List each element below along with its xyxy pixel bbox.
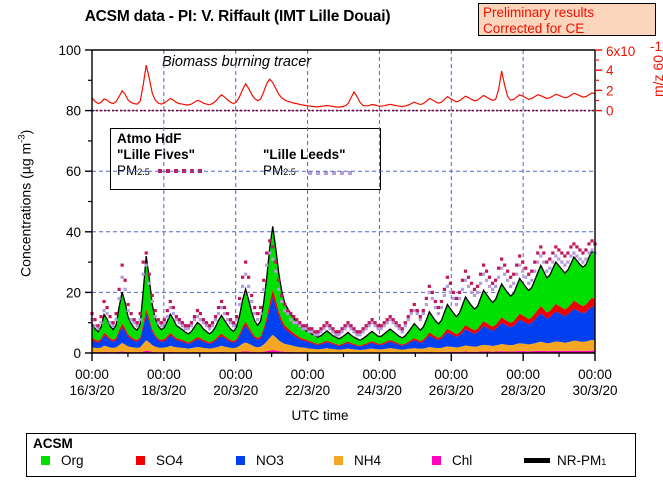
preliminary-results-box: Preliminary results Corrected for CE bbox=[478, 3, 656, 36]
acsm-legend-item-no3: NO3 bbox=[236, 453, 334, 468]
x-tick-time-7: 00:00 bbox=[578, 367, 612, 382]
acsm-legend-item-chl: Chl bbox=[432, 453, 524, 468]
y-tick-0: 0 bbox=[73, 346, 81, 361]
x-tick-date-2: 20/3/20 bbox=[213, 383, 258, 398]
right-axis-label: m/z 60 bbox=[650, 55, 663, 98]
acsm-swatch-nr-pm bbox=[524, 458, 550, 463]
prelim-line-1: Preliminary results bbox=[483, 5, 595, 20]
legend-pm25-leeds-label: PM2.5 bbox=[263, 163, 296, 178]
x-tick-date-6: 28/3/20 bbox=[501, 383, 546, 398]
acsm-legend-item-so4: SO4 bbox=[136, 453, 236, 468]
acsm-swatch-nh4 bbox=[334, 456, 343, 465]
x-tick-date-3: 22/3/20 bbox=[285, 383, 330, 398]
y-tick-60: 60 bbox=[66, 164, 81, 179]
acsm-swatch-org bbox=[41, 456, 50, 465]
x-tick-time-6: 00:00 bbox=[506, 367, 540, 382]
x-tick-time-2: 00:00 bbox=[219, 367, 253, 382]
acsm-label-chl: Chl bbox=[452, 453, 473, 468]
legend-header-atmo: Atmo HdF bbox=[117, 131, 182, 146]
acsm-label-no3: NO3 bbox=[256, 453, 284, 468]
acsm-label-nr-pm: NR-PM1 bbox=[557, 453, 607, 468]
acsm-legend-item-org: Org bbox=[41, 453, 136, 468]
acsm-label-nh4: NH4 bbox=[354, 453, 382, 468]
x-tick-date-7: 30/3/20 bbox=[572, 383, 617, 398]
acsm-label-org: Org bbox=[61, 453, 84, 468]
legend-site-leeds: "Lille Leeds" bbox=[263, 147, 346, 162]
y-tick-80: 80 bbox=[66, 104, 81, 119]
acsm-legend: ACSM Org SO4 NO3 NH4 Chl NR-PM1 bbox=[26, 433, 636, 477]
right-tick-0: 0 bbox=[606, 104, 614, 119]
x-tick-time-1: 00:00 bbox=[147, 367, 181, 382]
y-tick-100: 100 bbox=[58, 43, 81, 58]
x-tick-date-1: 18/3/20 bbox=[141, 383, 186, 398]
acsm-legend-item-nh4: NH4 bbox=[334, 453, 432, 468]
legend-site-fives: "Lille Fives" bbox=[117, 147, 196, 162]
chart-title: ACSM data - PI: V. Riffault (IMT Lille D… bbox=[84, 8, 391, 25]
acsm-label-so4: SO4 bbox=[156, 453, 184, 468]
acsm-legend-header: ACSM bbox=[33, 436, 73, 451]
atmo-hdf-legend: Atmo HdF "Lille Fives" "Lille Leeds" PM2.… bbox=[110, 128, 381, 190]
x-tick-time-5: 00:00 bbox=[434, 367, 468, 382]
legend-pm25-leeds-swatch bbox=[307, 171, 352, 175]
x-tick-date-4: 24/3/20 bbox=[357, 383, 402, 398]
prelim-line-2: Corrected for CE bbox=[483, 21, 585, 36]
right-tick-2: 2 bbox=[606, 83, 614, 98]
legend-pm25-fives-label: PM2.5 bbox=[117, 163, 150, 178]
acsm-swatch-so4 bbox=[136, 456, 145, 465]
right-tick-top: 6x10 bbox=[606, 44, 635, 59]
y-tick-20: 20 bbox=[66, 285, 81, 300]
biomass-burning-annotation: Biomass burning tracer bbox=[162, 54, 312, 70]
right-tick-4: 4 bbox=[606, 63, 614, 78]
x-tick-time-4: 00:00 bbox=[363, 367, 397, 382]
acsm-legend-item-nr-pm: NR-PM1 bbox=[524, 453, 606, 468]
x-tick-time-0: 00:00 bbox=[75, 367, 109, 382]
x-axis-label: UTC time bbox=[291, 408, 349, 423]
y-axis-label: Concentrations (µg m-3) bbox=[16, 129, 34, 277]
x-tick-date-5: 26/3/20 bbox=[429, 383, 474, 398]
x-tick-date-0: 16/3/20 bbox=[69, 383, 114, 398]
y-tick-40: 40 bbox=[66, 225, 81, 240]
x-tick-time-3: 00:00 bbox=[291, 367, 325, 382]
legend-pm25-fives-swatch bbox=[157, 168, 202, 173]
acsm-swatch-no3 bbox=[236, 456, 245, 465]
acsm-swatch-chl bbox=[432, 456, 441, 465]
